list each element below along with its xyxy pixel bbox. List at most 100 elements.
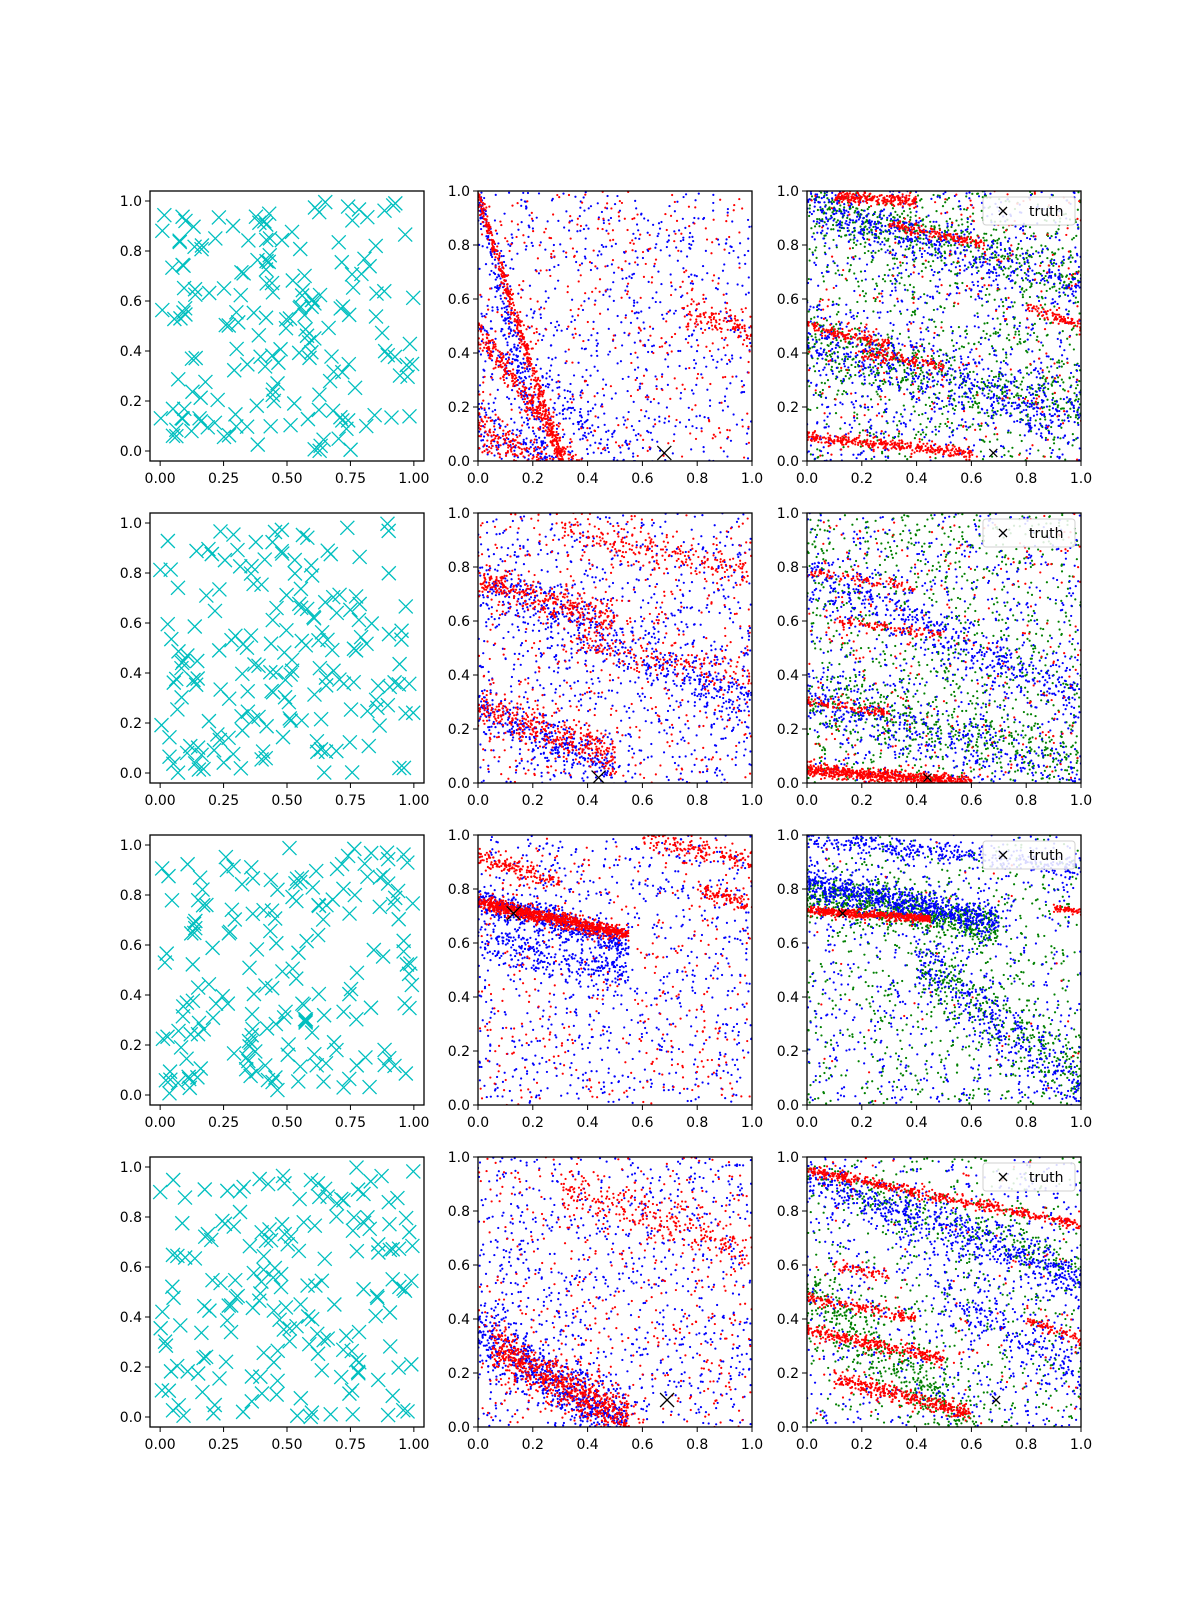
data-point bbox=[565, 464, 567, 466]
data-point bbox=[537, 272, 541, 275]
sample-point bbox=[177, 307, 193, 322]
data-point bbox=[1038, 255, 1042, 258]
data-point bbox=[498, 456, 501, 459]
data-point bbox=[995, 256, 998, 259]
data-point bbox=[1021, 296, 1025, 299]
data-point bbox=[549, 457, 552, 460]
data-point bbox=[502, 376, 505, 379]
data-point bbox=[489, 416, 492, 419]
data-point bbox=[569, 390, 572, 393]
data-point bbox=[729, 314, 733, 317]
data-point bbox=[615, 503, 617, 505]
data-point bbox=[534, 376, 537, 379]
data-point bbox=[539, 412, 542, 415]
data-point bbox=[498, 252, 501, 255]
data-point bbox=[606, 194, 609, 198]
data-point bbox=[695, 318, 698, 321]
data-point bbox=[622, 416, 625, 419]
data-point bbox=[586, 320, 589, 324]
data-point bbox=[503, 333, 506, 336]
data-point bbox=[936, 252, 940, 255]
data-point bbox=[555, 381, 558, 384]
data-point bbox=[580, 396, 583, 399]
data-point bbox=[526, 397, 529, 400]
data-point bbox=[487, 407, 491, 410]
data-point bbox=[815, 222, 818, 225]
data-point bbox=[1001, 392, 1004, 395]
sample-point bbox=[257, 359, 273, 374]
data-point bbox=[920, 198, 923, 201]
data-point bbox=[630, 425, 634, 428]
data-point bbox=[930, 354, 933, 358]
data-point bbox=[890, 368, 893, 371]
data-point bbox=[552, 213, 555, 216]
data-point bbox=[706, 272, 709, 275]
data-point bbox=[718, 322, 721, 326]
data-point bbox=[520, 443, 523, 446]
data-point bbox=[484, 217, 487, 221]
data-point bbox=[649, 400, 652, 403]
data-point bbox=[523, 398, 527, 401]
data-point bbox=[649, 487, 651, 489]
data-point bbox=[838, 229, 842, 232]
data-point bbox=[601, 510, 603, 512]
data-point bbox=[639, 233, 642, 236]
data-point bbox=[512, 433, 515, 436]
data-point bbox=[1026, 405, 1029, 408]
data-point bbox=[616, 362, 619, 365]
data-point bbox=[505, 432, 508, 435]
data-point bbox=[487, 221, 490, 225]
data-point bbox=[664, 358, 667, 361]
data-point bbox=[880, 365, 883, 369]
data-point bbox=[932, 308, 935, 312]
data-point bbox=[506, 385, 509, 388]
data-point bbox=[587, 494, 589, 496]
data-point bbox=[535, 408, 538, 411]
data-point bbox=[546, 220, 549, 223]
data-point bbox=[702, 293, 705, 296]
data-point bbox=[525, 437, 528, 440]
data-point bbox=[977, 269, 980, 273]
data-point bbox=[550, 422, 553, 426]
data-point bbox=[502, 260, 506, 264]
data-point bbox=[593, 429, 597, 433]
data-point bbox=[612, 299, 615, 302]
sample-point bbox=[207, 230, 223, 246]
data-point bbox=[624, 474, 626, 476]
sample-point bbox=[256, 213, 272, 229]
data-point bbox=[968, 405, 971, 409]
data-point bbox=[541, 468, 543, 470]
data-point bbox=[578, 334, 581, 337]
data-point bbox=[578, 497, 580, 499]
data-point bbox=[610, 539, 612, 541]
data-point bbox=[558, 422, 562, 425]
data-point bbox=[485, 206, 488, 209]
data-point bbox=[600, 403, 604, 406]
data-point bbox=[949, 244, 953, 247]
data-point bbox=[557, 466, 559, 468]
data-point bbox=[494, 337, 497, 340]
data-point bbox=[637, 432, 640, 436]
data-point bbox=[871, 258, 874, 262]
data-point bbox=[594, 415, 597, 418]
data-point bbox=[550, 455, 554, 458]
data-point bbox=[514, 384, 518, 387]
data-point bbox=[598, 312, 602, 315]
data-point bbox=[738, 266, 741, 269]
data-point bbox=[519, 474, 521, 476]
data-point bbox=[581, 437, 584, 440]
data-point bbox=[1018, 340, 1021, 343]
data-point bbox=[554, 476, 556, 478]
data-point bbox=[546, 434, 549, 437]
data-point bbox=[930, 225, 933, 228]
data-point bbox=[525, 386, 528, 390]
data-point bbox=[859, 445, 862, 448]
data-point bbox=[983, 440, 986, 443]
data-point bbox=[490, 440, 493, 443]
data-point bbox=[1058, 448, 1061, 451]
data-point bbox=[567, 488, 569, 490]
data-point bbox=[582, 196, 585, 199]
data-point bbox=[602, 219, 605, 222]
data-point bbox=[648, 325, 652, 328]
sample-point bbox=[344, 212, 360, 228]
